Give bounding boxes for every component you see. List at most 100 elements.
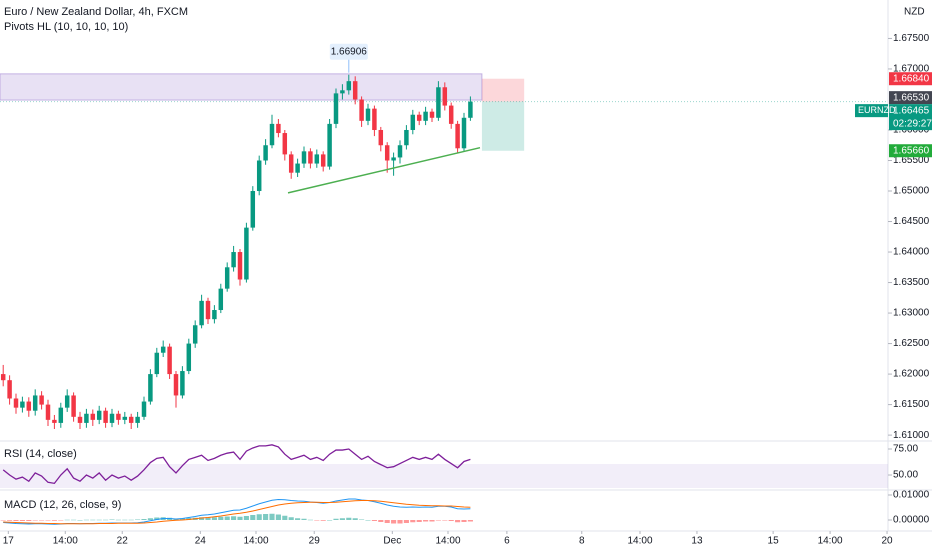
candle-body [109, 413, 115, 423]
candle-body [45, 404, 51, 420]
macd-histogram-bar [26, 520, 32, 521]
candle-body [231, 252, 236, 268]
y-tick-label: 1.62500 [893, 338, 930, 349]
macd-histogram-bar [154, 517, 160, 520]
x-tick-label: 8 [579, 536, 585, 547]
candle-body [0, 374, 6, 381]
candle-body [218, 288, 224, 311]
candle-body [20, 401, 25, 408]
macd-histogram-bar [141, 519, 147, 520]
macd-line [3, 500, 471, 525]
price-tag-label: 1.66530 [893, 92, 930, 103]
candle-body [288, 154, 294, 173]
price-tag-label: 1.66465 [893, 105, 930, 116]
x-tick-label: 13 [691, 536, 703, 547]
price-tag [889, 91, 932, 105]
y-tick-label: 1.65500 [893, 155, 930, 166]
y-tick-label: 1.65000 [893, 186, 930, 197]
candle-body [71, 395, 76, 417]
macd-histogram-bar [205, 517, 211, 520]
candle-body [148, 374, 153, 402]
y-tick-label: 1.64500 [893, 216, 930, 227]
macd-histogram-bar [103, 519, 109, 521]
macd-histogram-bar [179, 518, 185, 520]
candle-body [346, 81, 352, 91]
candle-body [244, 227, 249, 280]
candle-body [167, 346, 172, 375]
candle-body [429, 111, 435, 118]
macd-histogram-bar [371, 520, 377, 521]
target-zone [481, 101, 525, 151]
macd-histogram-bar [275, 514, 281, 520]
macd-histogram-bar [19, 520, 25, 521]
y-tick-label: 1.63500 [893, 277, 930, 288]
candle-body [64, 395, 70, 408]
x-tick-label: 14:00 [818, 536, 843, 547]
candle-body [378, 129, 384, 146]
macd-histogram-bar [96, 519, 102, 521]
candle-body [391, 157, 396, 161]
rsi-band [0, 464, 888, 488]
macd-histogram-bar [263, 514, 269, 520]
candle-body [416, 114, 422, 121]
macd-histogram-bar [122, 519, 128, 521]
macd-histogram-bar [301, 518, 307, 520]
stop-zone [481, 78, 525, 102]
macd-histogram-bar [13, 520, 19, 521]
y-tick-label: 1.62000 [893, 369, 930, 380]
price-tag-label: 1.65660 [893, 145, 930, 156]
price-tag [889, 144, 932, 158]
candle-body [282, 133, 288, 155]
macd-histogram-bar [384, 520, 390, 523]
macd-histogram-bar [90, 519, 96, 521]
candle-body [141, 401, 147, 417]
macd-histogram-bar [346, 517, 352, 520]
candle-body [128, 416, 134, 423]
candle-body [455, 123, 460, 149]
rsi-line [2, 444, 471, 485]
macd-histogram-bar [365, 520, 371, 521]
candle-body [436, 87, 441, 118]
y-tick-label: 1.63000 [893, 308, 930, 319]
candle-body [173, 374, 179, 396]
candle-body [256, 160, 262, 192]
candle-body [372, 108, 377, 130]
macd-histogram-bar [410, 520, 416, 523]
macd-histogram-bar [461, 520, 467, 522]
candle-body [404, 129, 409, 146]
x-tick-label: 6 [504, 536, 510, 547]
candle-body [250, 191, 256, 228]
macd-histogram-bar [282, 515, 288, 520]
macd-histogram-bar [211, 517, 217, 520]
macd-histogram-bar [359, 519, 365, 520]
macd-histogram-bar [442, 520, 448, 521]
candle-body [263, 145, 268, 161]
macd-histogram-bar [288, 517, 294, 520]
x-tick-label: Dec [383, 536, 401, 547]
macd-histogram-bar [39, 520, 45, 521]
pivot-label: 1.66906 [331, 46, 368, 57]
symbol-tag-label: EURNZD [858, 105, 896, 115]
candle-body [116, 413, 121, 420]
macd-histogram-bar [83, 519, 89, 521]
x-tick-label: 14:00 [53, 536, 78, 547]
candle-body [90, 413, 96, 420]
candle-body [295, 163, 300, 173]
chart-title: Euro / New Zealand Dollar, 4h, FXCM [4, 6, 188, 18]
macd-histogram-bar [77, 520, 83, 521]
macd-histogram-bar [307, 519, 313, 521]
macd-histogram-bar [231, 516, 237, 520]
candle-body [199, 300, 204, 326]
macd-histogram-bar [32, 520, 38, 521]
candle-body [122, 416, 128, 420]
y-tick-label: 0.01000 [893, 490, 930, 501]
candle-body [26, 401, 32, 411]
countdown: 02:29:27 [893, 118, 932, 129]
candle-body [352, 81, 358, 100]
candle-body [7, 380, 12, 399]
candle-body [180, 371, 185, 396]
macd-histogram-bar [339, 518, 345, 520]
macd-histogram-bar [51, 520, 57, 521]
currency-label: NZD [904, 7, 925, 18]
